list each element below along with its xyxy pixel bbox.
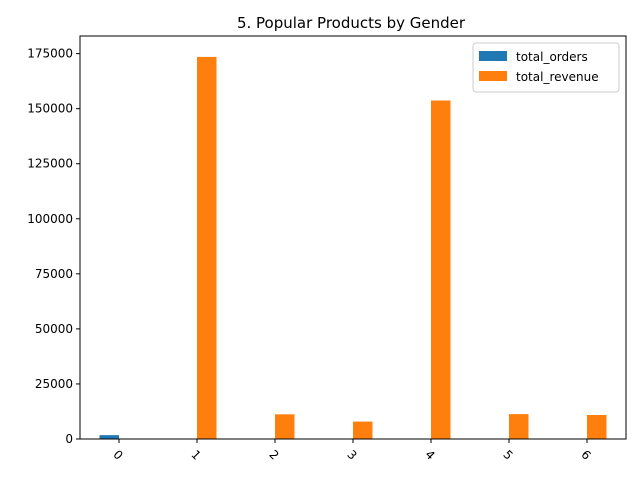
legend-swatch-total_revenue xyxy=(479,71,507,81)
y-tick-label: 150000 xyxy=(27,102,73,116)
y-tick-label: 100000 xyxy=(27,212,73,226)
bars-group xyxy=(99,56,607,439)
bar-total_revenue-1 xyxy=(197,56,217,439)
x-tick-label: 5 xyxy=(500,447,515,462)
x-tick-label: 0 xyxy=(110,447,125,462)
x-tick-label: 4 xyxy=(422,447,437,462)
legend-swatch-total_orders xyxy=(479,51,507,61)
bar-total_revenue-5 xyxy=(509,414,529,439)
bar-total_revenue-2 xyxy=(275,414,295,439)
y-tick-label: 50000 xyxy=(35,322,73,336)
x-tick-label: 6 xyxy=(578,447,593,462)
x-axis: 0 1 2 3 4 5 6 xyxy=(110,439,594,463)
x-tick-label: 2 xyxy=(266,447,281,462)
legend-label-total_revenue: total_revenue xyxy=(516,70,599,84)
plot-frame xyxy=(79,35,627,440)
y-tick-label: 25000 xyxy=(35,377,73,391)
chart-title: 5. Popular Products by Gender xyxy=(237,14,466,32)
bar-total_revenue-3 xyxy=(353,421,373,439)
legend: total_orders total_revenue xyxy=(472,42,620,93)
legend-frame xyxy=(472,42,620,93)
x-tick-label: 3 xyxy=(344,447,359,462)
x-tick-label: 1 xyxy=(188,447,203,462)
y-axis: 0 25000 50000 75000 100000 125000 150000 175000 xyxy=(27,47,80,446)
y-tick-label: 75000 xyxy=(35,267,73,281)
y-tick-label: 175000 xyxy=(27,47,73,61)
legend-label-total_orders: total_orders xyxy=(516,50,588,64)
y-tick-label: 0 xyxy=(65,432,73,446)
bar-total_orders-0 xyxy=(99,435,119,439)
bar-total_revenue-4 xyxy=(431,100,451,439)
bar-total_revenue-6 xyxy=(587,414,607,439)
y-tick-label: 125000 xyxy=(27,157,73,171)
